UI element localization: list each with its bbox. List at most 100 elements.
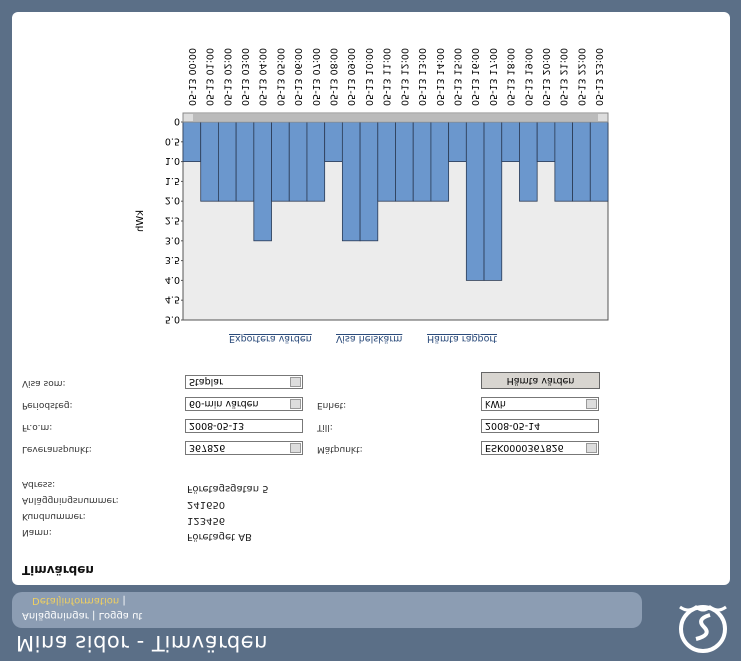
x-tick-label: 05-13 15:00 <box>451 48 462 106</box>
x-tick-label: 05-13 19:00 <box>522 48 533 106</box>
separator: | <box>92 610 96 621</box>
bar <box>377 121 396 202</box>
control-value: Staplar <box>189 376 223 387</box>
text-input[interactable]: 2008-05-14 <box>481 419 599 433</box>
y-tick-label: 5.0 <box>165 314 180 325</box>
section-title: Timvärden <box>22 563 94 577</box>
y-tick-label: 0.5 <box>165 135 180 146</box>
y-tick-label: 0 <box>174 116 180 127</box>
dropdown[interactable]: kWh <box>481 397 599 411</box>
y-tick-label: 2.0 <box>165 195 180 206</box>
dropdown[interactable]: Staplar <box>185 375 303 389</box>
x-tick-label: 05-13 03:00 <box>239 48 250 106</box>
field-value: 241650 <box>187 499 226 510</box>
bar <box>359 121 379 242</box>
control-value: 60-min värden <box>189 398 259 409</box>
bar <box>395 121 414 202</box>
logo <box>679 605 727 653</box>
x-tick-label: 05-13 09:00 <box>345 48 356 106</box>
y-tick-label: 3.0 <box>165 234 180 245</box>
action-link[interactable]: Exportera värden <box>229 333 312 344</box>
bar <box>218 121 237 202</box>
x-tick-label: 05-13 20:00 <box>540 48 551 106</box>
control-value: kWh <box>485 398 506 409</box>
button[interactable]: Hämta värden <box>481 372 600 389</box>
y-tick-label: 2.5 <box>165 215 180 226</box>
x-tick-label: 05-13 12:00 <box>398 48 409 106</box>
bar <box>271 121 290 202</box>
dropdown-arrow[interactable] <box>290 399 301 409</box>
action-link[interactable]: Hämta rapport <box>427 333 498 344</box>
control-value: 367826 <box>189 442 226 453</box>
dropdown-arrow[interactable] <box>290 443 301 453</box>
y-axis-label: kWh <box>135 210 146 232</box>
x-tick-label: 05-13 18:00 <box>505 48 516 106</box>
x-tick-label: 05-13 00:00 <box>186 48 197 106</box>
nav-link[interactable]: Logga ut <box>98 610 143 621</box>
bar <box>519 121 538 202</box>
x-tick-label: 05-13 23:00 <box>593 48 604 106</box>
dropdown[interactable]: ESK0000367826 <box>481 441 599 455</box>
bar <box>465 121 485 281</box>
dropdown[interactable]: 60-min värden <box>185 397 303 411</box>
x-tick-label: 05-13 21:00 <box>558 48 569 106</box>
action-link[interactable]: Visa helskärm <box>336 333 403 344</box>
bar <box>306 121 326 202</box>
bar <box>200 121 219 202</box>
x-tick-label: 05-13 11:00 <box>381 48 392 106</box>
page-title: Mina sidor - Timvärden <box>16 631 268 655</box>
bar <box>483 121 503 281</box>
bar <box>288 121 308 202</box>
y-tick-label: 4.0 <box>165 274 180 285</box>
bar <box>341 121 361 242</box>
nav-link[interactable]: Anläggningar <box>22 610 89 621</box>
x-tick-label: 05-13 13:00 <box>416 48 427 106</box>
form-label: Till: <box>317 422 333 432</box>
field-label: Anläggningsnummer: <box>22 495 119 505</box>
dropdown-arrow[interactable] <box>586 399 597 409</box>
bar <box>448 121 467 163</box>
field-value: Företaget AB <box>187 531 252 542</box>
dropdown-arrow[interactable] <box>586 443 597 453</box>
y-tick-label: 3.5 <box>165 254 180 265</box>
nav-link-active[interactable]: Detaljinformation <box>32 595 120 606</box>
y-tick-label: 4.5 <box>165 294 180 305</box>
control-value: ESK0000367826 <box>485 442 564 453</box>
text-input[interactable]: 2008-05-13 <box>185 419 303 433</box>
x-tick-label: 05-13 10:00 <box>363 48 374 106</box>
control-value: 2008-05-14 <box>485 420 541 431</box>
form-label: Mätpunkt: <box>317 444 363 454</box>
bar <box>589 121 609 202</box>
bar <box>430 121 450 202</box>
x-tick-label: 05-13 22:00 <box>575 48 586 106</box>
scrollbar-thumb <box>193 114 598 121</box>
control-value: 2008-05-13 <box>189 420 245 431</box>
bar <box>536 121 556 163</box>
bar <box>253 121 272 242</box>
bar <box>324 121 343 163</box>
x-tick-label: 05-13 08:00 <box>328 48 339 106</box>
bar <box>235 121 255 202</box>
x-tick-label: 05-13 01:00 <box>204 48 215 106</box>
x-tick-label: 05-13 02:00 <box>221 48 232 106</box>
bar <box>572 121 591 202</box>
x-tick-label: 05-13 04:00 <box>257 48 268 106</box>
dropdown-arrow[interactable] <box>290 377 301 387</box>
form-label: Leveranspunkt: <box>22 444 92 454</box>
x-tick-label: 05-13 17:00 <box>487 48 498 106</box>
field-value: Företagsgatan 5 <box>187 483 269 494</box>
x-tick-label: 05-13 06:00 <box>292 48 303 106</box>
y-tick-label: 1.0 <box>165 155 180 166</box>
bar <box>554 121 573 202</box>
nav-links: Anläggningar | Logga ut <box>22 610 142 621</box>
field-label: Kundnummer: <box>22 511 86 521</box>
chart: 0 0.5 1.0 1.5 2.0 2.5 3.0 3.5 4.0 4.5 5.0 kWh 05-13 … <box>135 48 609 325</box>
field-value: 123456 <box>187 515 226 526</box>
bar <box>412 121 432 202</box>
field-label: Namn: <box>22 527 52 537</box>
form-label: Periodsteg: <box>22 400 73 410</box>
dropdown[interactable]: 367826 <box>185 441 303 455</box>
bar <box>182 121 202 163</box>
y-tick-label: 1.5 <box>165 175 180 186</box>
